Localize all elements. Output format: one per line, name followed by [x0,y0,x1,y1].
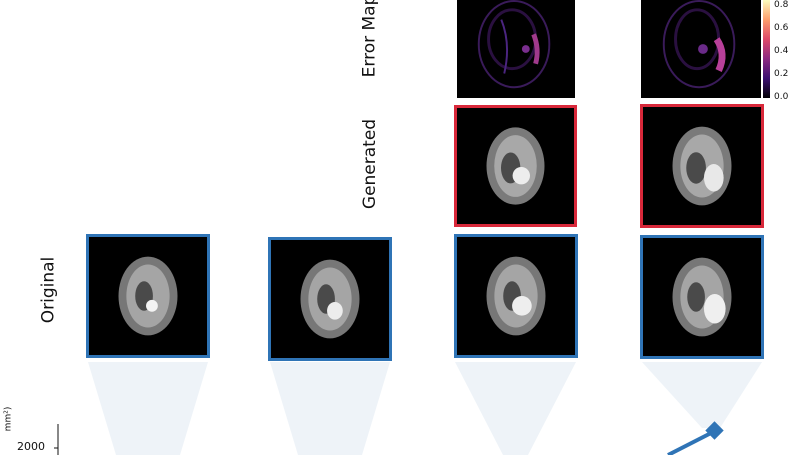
colorbar-tick-0-6: 0.6 [774,23,789,33]
original-image-1 [86,234,210,358]
colorbar-tick-0-2: 0.2 [774,69,789,79]
y-tick-label: 2000 [17,440,45,453]
cone-4 [642,362,762,428]
row-label-original: Original [38,256,59,324]
y-axis-label: mm²) [3,406,14,432]
error-map-3 [457,0,575,98]
colorbar [763,0,770,98]
cone-2 [270,362,390,455]
original-image-4 [640,235,764,359]
series-marker [705,421,724,440]
series-line [667,429,716,455]
cone-1 [88,362,208,455]
original-image-2 [268,237,392,361]
colorbar-tick-0-0: 0.0 [774,92,789,102]
colorbar-tick-0-4: 0.4 [774,46,789,56]
generated-image-3 [454,105,577,227]
original-image-3 [454,234,578,358]
error-map-4 [641,0,761,98]
cone-3 [455,362,576,455]
generated-image-4 [640,104,764,228]
row-label-generated: Generated [360,118,381,210]
row-label-error-map: Error Map [359,0,380,78]
colorbar-tick-0-8: 0.8 [774,0,789,10]
